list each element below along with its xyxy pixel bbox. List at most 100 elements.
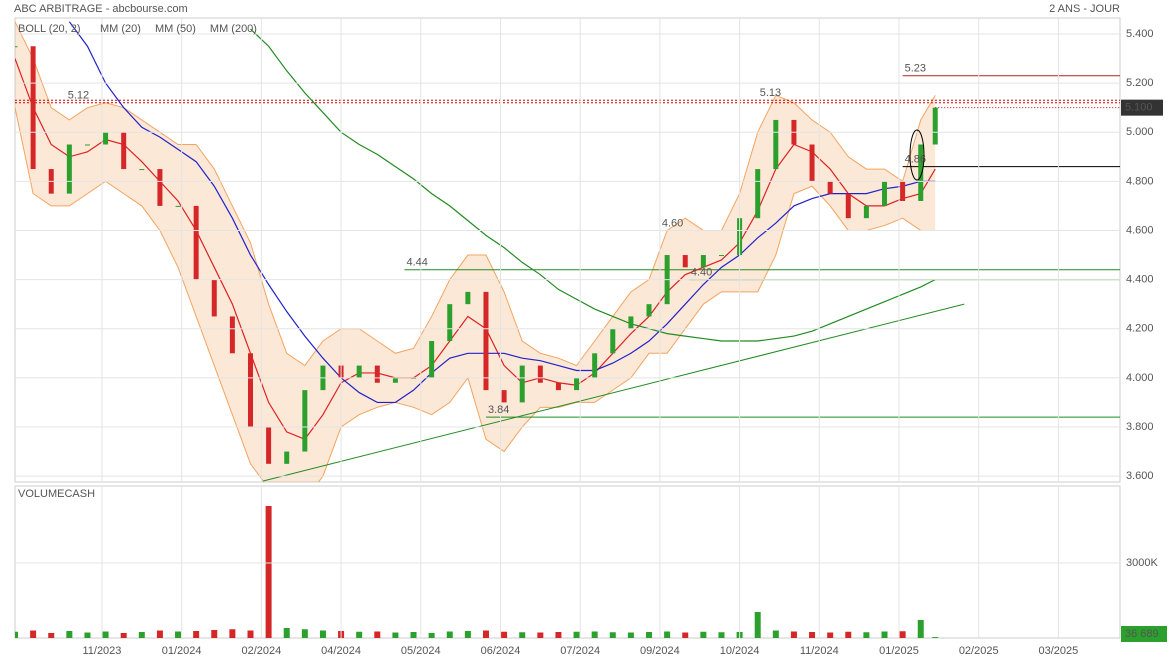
volume-bar — [175, 631, 182, 638]
volume-bar — [863, 632, 870, 638]
candle — [139, 169, 145, 171]
candle — [302, 390, 308, 452]
candle — [15, 46, 18, 48]
y-tick-label: 4.200 — [1126, 323, 1154, 335]
x-tick-label: 05/2024 — [401, 645, 441, 657]
volume-bar — [845, 631, 852, 638]
y-tick-label: 4.000 — [1126, 372, 1154, 384]
volume-bar — [754, 612, 761, 638]
bollinger-upper — [15, 21, 936, 367]
volume-bar — [827, 632, 834, 638]
candle — [827, 181, 833, 194]
candle — [537, 365, 543, 383]
volume-bar — [102, 631, 109, 638]
candle — [121, 132, 127, 170]
volume-bar — [609, 632, 616, 638]
candle — [175, 205, 181, 207]
last-price-box — [1121, 99, 1163, 116]
y-tick-label: 3.600 — [1126, 470, 1154, 482]
candle — [374, 365, 380, 383]
volume-bar — [932, 637, 939, 638]
y-tick-label: 4.800 — [1126, 175, 1154, 187]
volume-bar — [501, 631, 508, 638]
x-tick-label: 04/2024 — [321, 645, 361, 657]
volume-bar — [646, 632, 653, 638]
volume-bar — [15, 631, 18, 638]
candle — [882, 181, 888, 206]
candle — [501, 390, 507, 403]
last-volume-label: 36 689 — [1125, 628, 1159, 640]
x-tick-label: 02/2024 — [241, 645, 281, 657]
x-tick-label: 09/2024 — [640, 645, 680, 657]
candle — [519, 365, 525, 403]
candle — [555, 382, 561, 391]
candle — [392, 377, 398, 383]
legend-entry: MM (50) — [155, 23, 196, 35]
volume-bar — [247, 630, 254, 638]
candle — [84, 144, 90, 146]
x-tick-label: 10/2024 — [720, 645, 760, 657]
legend-entry: MM (200) — [210, 23, 257, 35]
volume-bar — [718, 632, 725, 638]
volume-bar — [790, 631, 797, 638]
x-tick-label: 07/2024 — [560, 645, 600, 657]
volume-bar — [627, 632, 634, 638]
volume-bar — [211, 630, 218, 638]
x-tick-label: 02/2025 — [959, 645, 999, 657]
volume-title: VOLUMECASH — [18, 488, 95, 500]
candle — [356, 365, 362, 378]
moving-average — [250, 28, 936, 342]
y-tick-label: 5.000 — [1126, 126, 1154, 138]
volume-bar — [700, 631, 707, 638]
volume-bar — [464, 631, 471, 638]
volume-bar — [30, 630, 37, 638]
level-label: 4.60 — [662, 217, 683, 229]
volume-bar — [374, 631, 381, 638]
volume-bar — [229, 629, 236, 638]
volume-bar — [591, 631, 598, 638]
volume-bar — [917, 620, 924, 638]
volume-bar — [120, 633, 127, 638]
y-tick-label: 5.200 — [1126, 77, 1154, 89]
candle — [863, 205, 869, 219]
candle — [157, 169, 163, 206]
last-price-label: 5.100 — [1125, 102, 1153, 114]
y-tick-label: 5.400 — [1126, 28, 1154, 40]
x-tick-label: 01/2025 — [879, 645, 919, 657]
candle — [809, 144, 815, 182]
x-tick-label: 06/2024 — [481, 645, 521, 657]
candle — [682, 255, 688, 268]
volume-bar — [156, 630, 163, 638]
period: 2 ANS - JOUR — [1049, 3, 1120, 15]
volume-bar — [138, 632, 145, 638]
volume-bar — [482, 630, 489, 638]
volume-bar — [573, 631, 580, 638]
volume-bar — [319, 630, 326, 638]
volume-bar — [772, 630, 779, 638]
candle — [900, 181, 906, 201]
volume-bar — [519, 632, 526, 638]
candle — [247, 353, 253, 427]
x-tick-label: 01/2024 — [162, 645, 202, 657]
volume-bar — [682, 632, 689, 638]
candle — [193, 205, 199, 280]
page-title: ABC ARBITRAGE - abcbourse.com — [14, 3, 188, 15]
volume-bar — [66, 631, 73, 638]
volume-bar — [265, 506, 272, 638]
volume-bar — [392, 632, 399, 638]
x-tick-label: 11/2023 — [82, 645, 121, 657]
level-label: 5.23 — [905, 63, 926, 75]
candle — [700, 255, 706, 268]
candle — [845, 193, 851, 219]
trendline — [263, 303, 965, 482]
volume-bar — [356, 631, 363, 638]
last-volume-box — [1121, 626, 1167, 642]
level-label: 5.12 — [68, 90, 89, 102]
y-tick-label: 3.800 — [1126, 421, 1154, 433]
level-label: 5.13 — [760, 87, 781, 99]
legend-entry: BOLL (20, 2) — [18, 23, 81, 35]
volume-bar — [809, 632, 816, 638]
volume-bar — [301, 629, 308, 638]
y-tick-label: 4.600 — [1126, 224, 1154, 236]
